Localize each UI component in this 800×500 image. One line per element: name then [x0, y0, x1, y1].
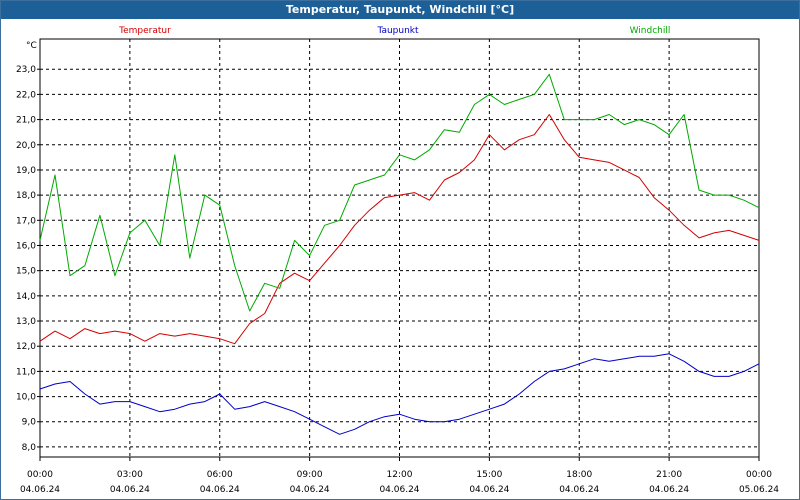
x-tick-date: 04.06.24 — [649, 485, 689, 495]
plot-area-border — [39, 38, 760, 458]
x-tick-time: 00:00 — [27, 470, 53, 480]
x-tick-time: 06:00 — [207, 470, 233, 480]
grid-lines — [40, 39, 759, 457]
x-tick-date: 04.06.24 — [200, 485, 240, 495]
series-line-temperatur — [39, 114, 760, 345]
y-tick-label: 22,0 — [16, 90, 36, 100]
x-tick-date: 04.06.24 — [20, 485, 60, 495]
legend-temperatur: Temperatur — [118, 26, 171, 36]
legend-taupunkt: Taupunkt — [376, 26, 419, 36]
y-tick-label: 12,0 — [16, 342, 36, 352]
y-tick-label: 20,0 — [16, 141, 36, 151]
chart-title: Temperatur, Taupunkt, Windchill [°C] — [1, 1, 799, 19]
y-tick-label: 11,0 — [16, 367, 36, 377]
y-tick-label: 21,0 — [16, 116, 36, 126]
y-tick-label: 16,0 — [16, 241, 36, 251]
y-tick-label: 23,0 — [16, 65, 36, 75]
x-tick-date: 05.06.24 — [739, 485, 779, 495]
x-tick-time: 12:00 — [387, 470, 413, 480]
y-tick-label: 13,0 — [16, 317, 36, 327]
x-tick-date: 04.06.24 — [290, 485, 330, 495]
y-tick-label: 9,0 — [22, 418, 37, 428]
x-tick-date: 04.06.24 — [110, 485, 150, 495]
series-line-windchill — [39, 73, 760, 312]
y-tick-label: 18,0 — [16, 191, 36, 201]
x-tick-date: 04.06.24 — [379, 485, 419, 495]
legend-windchill: Windchill — [630, 26, 671, 36]
x-tick-date: 04.06.24 — [469, 485, 509, 495]
y-tick-label: 8,0 — [22, 443, 37, 453]
y-tick-label: 19,0 — [16, 166, 36, 176]
x-tick-time: 03:00 — [117, 470, 143, 480]
x-tick-time: 15:00 — [476, 470, 502, 480]
series-line-taupunkt — [39, 353, 760, 435]
x-tick-time: 00:00 — [746, 470, 772, 480]
y-tick-label: 14,0 — [16, 292, 36, 302]
x-tick-time: 18:00 — [566, 470, 592, 480]
series-lines — [39, 73, 760, 435]
y-axis-unit: °C — [26, 41, 37, 51]
axes — [37, 38, 760, 461]
y-tick-label: 15,0 — [16, 267, 36, 277]
tick-labels: 23,0 22,0 21,0 20,0 19,0 18,0 17,0 16,0 15,0 14,0… — [16, 26, 779, 495]
y-tick-label: 10,0 — [16, 393, 36, 403]
x-tick-time: 21:00 — [656, 470, 682, 480]
y-tick-label: 17,0 — [16, 216, 36, 226]
x-tick-date: 04.06.24 — [559, 485, 599, 495]
x-tick-time: 09:00 — [297, 470, 323, 480]
